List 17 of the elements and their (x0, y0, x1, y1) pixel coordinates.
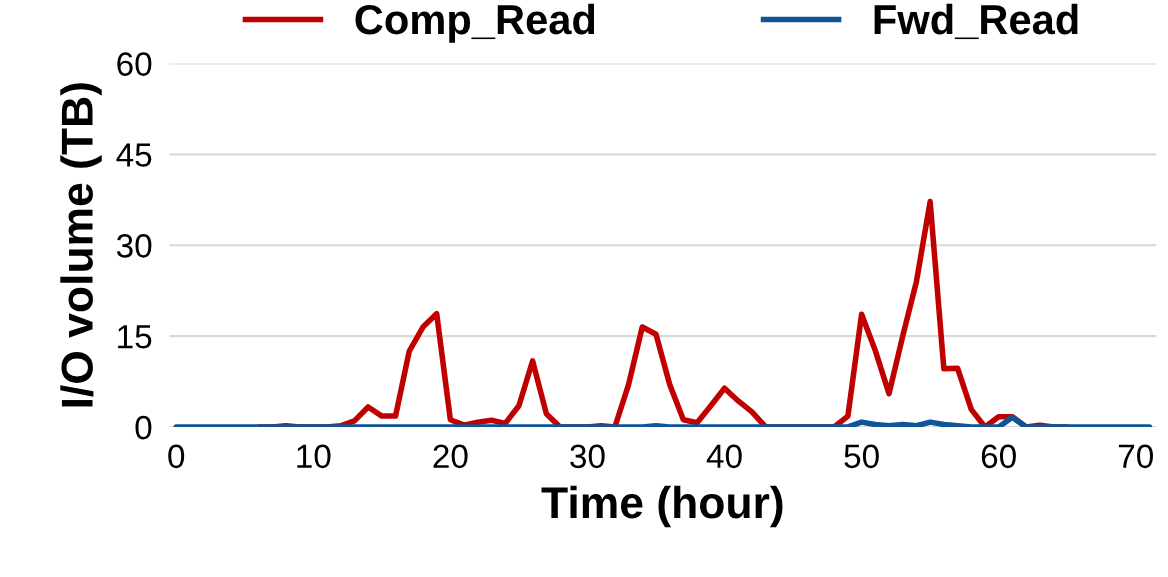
y-axis-title: I/O volume (TB) (60, 83, 102, 407)
legend-label: Fwd_Read (874, 3, 1078, 40)
x-axis-title: Time (hour) (541, 485, 783, 528)
x-tick-label: 60 (981, 444, 1016, 469)
y-tick-label: 45 (116, 143, 152, 167)
y-tick-label: 0 (135, 415, 152, 440)
x-tick-label: 30 (570, 444, 605, 469)
y-tick-label: 15 (118, 325, 152, 349)
x-tick-label: 20 (433, 444, 468, 469)
x-tick-label: 70 (1118, 444, 1153, 469)
y-tick-label: 60 (117, 52, 152, 76)
x-tick-label: 0 (168, 444, 185, 469)
y-tick-label: 30 (116, 234, 152, 258)
legend-label: Comp_Read (355, 3, 595, 43)
x-tick-label: 10 (297, 444, 331, 469)
x-tick-label: 50 (844, 444, 879, 469)
x-tick-label: 40 (706, 444, 742, 469)
